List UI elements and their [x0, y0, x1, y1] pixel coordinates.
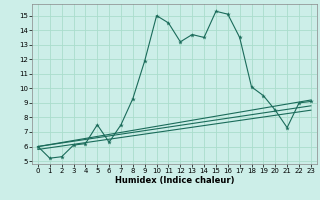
X-axis label: Humidex (Indice chaleur): Humidex (Indice chaleur) — [115, 176, 234, 185]
